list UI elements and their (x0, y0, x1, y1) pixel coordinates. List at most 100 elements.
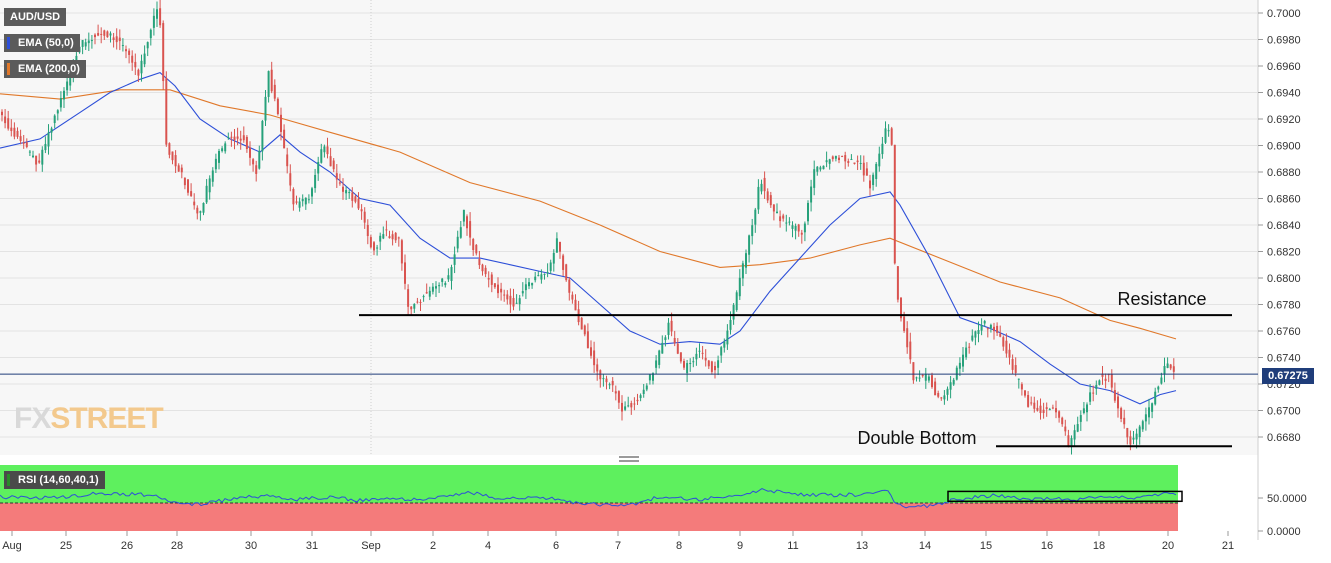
candle-body (714, 365, 716, 371)
candle-body (859, 163, 862, 165)
rsi-label: RSI (14,60,40,1) (18, 474, 99, 486)
candle-body (816, 166, 819, 172)
candle-body (831, 156, 834, 160)
candle-body (636, 399, 639, 402)
price-tick-label: 0.6940 (1267, 88, 1301, 100)
candle-body (168, 143, 171, 155)
candle-body (56, 110, 59, 114)
candle-body (249, 147, 251, 158)
candle-body (497, 284, 499, 294)
candle-body (1117, 396, 1119, 409)
candle-body (208, 178, 211, 193)
candle-body (134, 61, 137, 68)
candle-body (1082, 408, 1085, 413)
candle-body (537, 275, 540, 277)
candle-body (828, 159, 831, 164)
time-tick-label: 9 (737, 540, 743, 552)
candle-body (986, 328, 989, 330)
rsi-tick-label: 50.0000 (1267, 493, 1307, 505)
rsi-line (0, 488, 1177, 509)
ema50-label: EMA (50,0) (18, 37, 74, 49)
time-tick-label: 26 (121, 540, 133, 552)
candle-body (1067, 435, 1070, 447)
candle-body (946, 388, 949, 395)
candle-body (782, 215, 785, 219)
candle-body (466, 216, 468, 229)
candle-body (512, 297, 515, 307)
candle-body (593, 350, 596, 366)
candle-body (918, 377, 921, 379)
candle-body (369, 237, 372, 248)
time-tick-label: 18 (1093, 540, 1105, 552)
candle-body (878, 153, 881, 167)
ema50-line (0, 71, 1177, 405)
candle-body (1002, 337, 1005, 347)
candle-body (515, 302, 518, 304)
candle-body (404, 262, 406, 284)
candle-body (819, 167, 822, 170)
candle-body (1144, 414, 1147, 422)
candle-body (252, 159, 255, 165)
candle-body (509, 295, 512, 305)
candle-body (10, 127, 13, 132)
candle-body (980, 325, 983, 331)
candle-body (63, 90, 65, 100)
candle-body (1151, 403, 1154, 412)
ema50-legend[interactable]: EMA (50,0) (4, 34, 80, 52)
candle-body (81, 40, 84, 47)
candle-body (447, 275, 450, 280)
candle-body (1055, 408, 1057, 413)
time-tick-label: 25 (60, 540, 72, 552)
candle-body (50, 128, 53, 133)
candle-body (19, 136, 22, 142)
candle-body (112, 37, 115, 40)
candle-body (239, 138, 242, 141)
candle-body (59, 98, 62, 108)
candle-body (1045, 407, 1048, 410)
candle-body (342, 186, 344, 192)
candle-body (28, 151, 31, 153)
candle-body (196, 207, 199, 214)
ema200-legend[interactable]: EMA (200,0) (4, 60, 86, 78)
price-tick-label: 0.6880 (1267, 167, 1301, 179)
candle-body (1160, 377, 1163, 384)
candle-body (791, 225, 794, 229)
candle-body (924, 374, 927, 381)
candle-body (726, 330, 729, 345)
rsi-legend[interactable]: RSI (14,60,40,1) (4, 471, 105, 489)
fxstreet-logo: FXSTREET (14, 402, 164, 436)
candle-body (304, 197, 307, 205)
candle-body (469, 221, 472, 238)
candle-body (720, 347, 723, 356)
candle-body (521, 291, 524, 294)
candle-body (1024, 390, 1026, 396)
time-tick-label: 6 (553, 540, 559, 552)
current-price-badge: 0.67275 (1262, 368, 1314, 384)
pane-resize-handle-lower[interactable] (619, 460, 639, 462)
candle-body (571, 294, 574, 300)
candle-body (128, 50, 131, 55)
candle-body (1148, 407, 1150, 418)
candle-body (652, 373, 654, 381)
time-tick-label: 15 (980, 540, 992, 552)
candle-body (162, 23, 165, 82)
price-tick-label: 0.6700 (1267, 406, 1301, 418)
candle-body (683, 360, 685, 368)
candle-body (834, 155, 837, 159)
candle-body (695, 353, 698, 360)
candle-body (385, 229, 388, 231)
candle-body (438, 285, 441, 287)
candle-body (813, 169, 816, 188)
candle-body (493, 283, 496, 288)
candle-body (441, 278, 444, 282)
pane-resize-handle[interactable] (619, 456, 639, 458)
candle-body (156, 9, 158, 19)
candle-body (283, 129, 286, 149)
candle-body (484, 267, 487, 275)
candle-body (617, 391, 620, 403)
candle-body (376, 247, 379, 249)
candle-body (822, 165, 825, 170)
candle-body (118, 37, 121, 42)
candle-body (1076, 424, 1079, 432)
candle-body (214, 158, 217, 170)
